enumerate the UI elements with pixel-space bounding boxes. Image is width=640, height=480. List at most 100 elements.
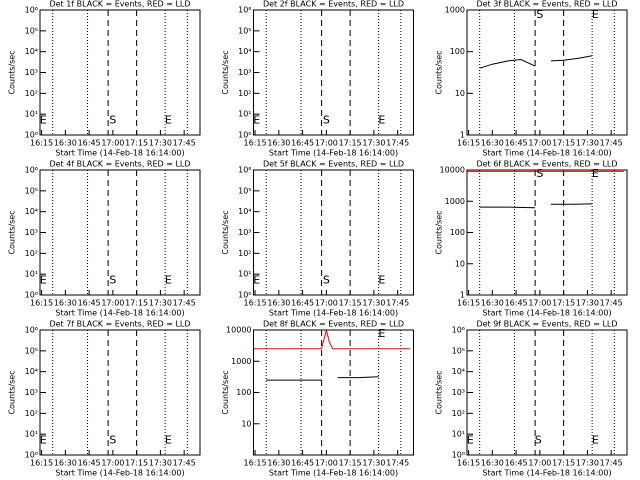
x-tick-label: 17:45	[386, 459, 409, 468]
chart-title: Det 9f BLACK = Events, RED = LLD	[476, 320, 617, 329]
y-tick-label: 10²	[25, 89, 38, 98]
x-tick-label: 17:00	[315, 459, 338, 468]
annotation: S	[109, 433, 116, 446]
plot-frame	[466, 329, 628, 456]
x-axis-label: Start Time (14-Feb-18 16:14:00)	[482, 469, 611, 478]
x-tick-label: 16:15	[30, 459, 53, 468]
y-tick-label: 10¹	[238, 270, 251, 279]
y-tick-label: 10³	[25, 388, 38, 397]
x-tick-label: 17:30	[362, 299, 385, 308]
y-tick-label: 10⁴	[25, 47, 38, 56]
plot-frame	[466, 169, 628, 296]
x-tick-label: 17:15	[339, 299, 362, 308]
plot-frame	[466, 9, 628, 136]
annotation: E	[253, 113, 260, 126]
annotation: E	[378, 273, 385, 286]
x-tick-label: 17:00	[101, 459, 124, 468]
x-tick-label: 17:15	[339, 459, 362, 468]
x-tick-label: 16:15	[30, 299, 53, 308]
annotation: S	[109, 273, 116, 286]
x-tick-label: 16:30	[267, 459, 290, 468]
annotation: E	[165, 113, 172, 126]
annotation: E	[165, 433, 172, 446]
x-tick-label: 17:15	[125, 139, 148, 148]
y-tick-label: 10⁵	[25, 346, 38, 355]
y-tick-label: 10⁵	[25, 26, 38, 35]
y-tick-label: 1000	[445, 6, 465, 15]
x-tick-label: 16:45	[78, 459, 101, 468]
series-line	[266, 376, 379, 381]
x-tick-label: 16:45	[291, 299, 314, 308]
x-tick-label: 16:15	[457, 139, 480, 148]
x-tick-label: 16:30	[481, 139, 504, 148]
y-tick-label: 10⁰	[25, 131, 38, 140]
y-tick-label: 1000	[231, 357, 251, 366]
y-axis-label: Counts/sec	[221, 50, 230, 94]
annotation: E	[592, 433, 599, 446]
x-tick-label: 16:45	[505, 299, 528, 308]
x-tick-label: 17:30	[576, 459, 599, 468]
x-tick-label: 17:15	[552, 459, 575, 468]
y-tick-label: 10²	[238, 89, 251, 98]
x-tick-label: 17:45	[600, 299, 623, 308]
y-tick-label: 10⁶	[25, 326, 38, 335]
y-tick-label: 10⁴	[25, 367, 38, 376]
y-tick-label: 1	[460, 291, 465, 300]
plot-frame	[253, 9, 414, 136]
annotation: S	[323, 273, 330, 286]
plot-frame	[253, 169, 414, 296]
x-axis-label: Start Time (14-Feb-18 16:14:00)	[269, 309, 398, 318]
x-tick-label: 16:30	[267, 139, 290, 148]
y-tick-label: 10⁶	[452, 326, 465, 335]
y-tick-label: 10²	[452, 409, 465, 418]
x-tick-label: 17:45	[386, 139, 409, 148]
y-tick-label: 100	[236, 388, 251, 397]
annotation: E	[40, 273, 47, 286]
x-tick-label: 17:00	[315, 299, 338, 308]
x-axis-label: Start Time (14-Feb-18 16:14:00)	[482, 149, 611, 158]
chart-title: Det 7f BLACK = Events, RED = LLD	[49, 320, 190, 329]
y-tick-label: 10⁰	[452, 451, 465, 460]
y-tick-label: 10¹	[25, 110, 38, 119]
plot-frame	[253, 329, 414, 456]
y-tick-label: 1	[460, 131, 465, 140]
x-tick-label: 17:45	[600, 459, 623, 468]
y-tick-label: 10⁵	[238, 26, 251, 35]
y-tick-label: 10⁰	[25, 291, 38, 300]
annotation: E	[378, 113, 385, 126]
x-tick-label: 17:00	[315, 139, 338, 148]
x-tick-label: 17:00	[528, 459, 551, 468]
series-line	[479, 203, 593, 209]
x-tick-label: 17:00	[528, 299, 551, 308]
y-tick-label: 10¹	[238, 110, 251, 119]
y-tick-label: 10⁰	[238, 131, 251, 140]
annotation: E	[253, 273, 260, 286]
chart-title: Det 3f BLACK = Events, RED = LLD	[476, 0, 617, 9]
x-tick-label: 16:15	[244, 459, 267, 468]
y-tick-label: 10⁶	[25, 166, 38, 175]
x-axis-label: Start Time (14-Feb-18 16:14:00)	[482, 309, 611, 318]
chart-title: Det 8f BLACK = Events, RED = LLD	[263, 320, 404, 329]
x-tick-label: 16:45	[291, 459, 314, 468]
y-tick-label: 10⁵	[25, 186, 38, 195]
x-tick-label: 16:15	[457, 459, 480, 468]
x-axis-label: Start Time (14-Feb-18 16:14:00)	[269, 469, 398, 478]
chart-title: Det 2f BLACK = Events, RED = LLD	[263, 0, 404, 9]
plot-frame	[39, 329, 201, 456]
x-tick-label: 17:30	[362, 139, 385, 148]
y-tick-label: 10	[241, 419, 251, 428]
x-tick-label: 17:15	[552, 139, 575, 148]
y-tick-label: 100	[450, 47, 465, 56]
x-tick-label: 16:30	[481, 459, 504, 468]
y-tick-label: 10¹	[25, 430, 38, 439]
y-tick-label: 10³	[238, 68, 251, 77]
x-tick-label: 17:45	[173, 139, 196, 148]
plot-frame	[39, 169, 201, 296]
chart-title: Det 4f BLACK = Events, RED = LLD	[49, 160, 190, 169]
y-axis-label: Counts/sec	[435, 210, 444, 254]
x-tick-label: 16:45	[78, 139, 101, 148]
x-tick-label: 17:30	[149, 459, 172, 468]
x-tick-label: 17:30	[149, 139, 172, 148]
y-tick-label: 10⁴	[238, 47, 251, 56]
